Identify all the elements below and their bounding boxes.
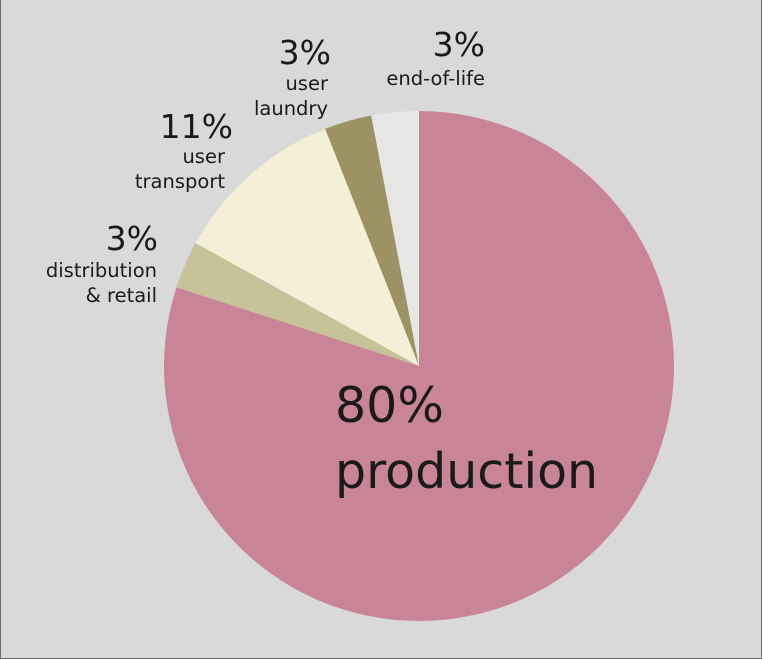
slice-category-label: & retail xyxy=(86,284,157,307)
pie-slice xyxy=(325,115,419,366)
slice-category-label: user xyxy=(285,72,329,95)
slice-category-label: end-of-life xyxy=(386,67,485,90)
slice-value-label: 80% xyxy=(335,377,444,434)
slice-value-label: 3% xyxy=(433,25,485,64)
slice-category-label: distribution xyxy=(46,259,157,282)
slice-value-label: 11% xyxy=(160,107,233,146)
slice-category-label: user xyxy=(182,145,226,168)
slice-value-label: 3% xyxy=(279,33,331,72)
slice-category-label: production xyxy=(335,443,598,500)
slice-value-label: 3% xyxy=(106,219,158,258)
pie-slice xyxy=(176,243,419,366)
pie-slice xyxy=(195,128,419,366)
slice-category-label: laundry xyxy=(254,97,328,120)
pie-slice xyxy=(371,111,419,366)
slice-category-label: transport xyxy=(135,170,225,193)
